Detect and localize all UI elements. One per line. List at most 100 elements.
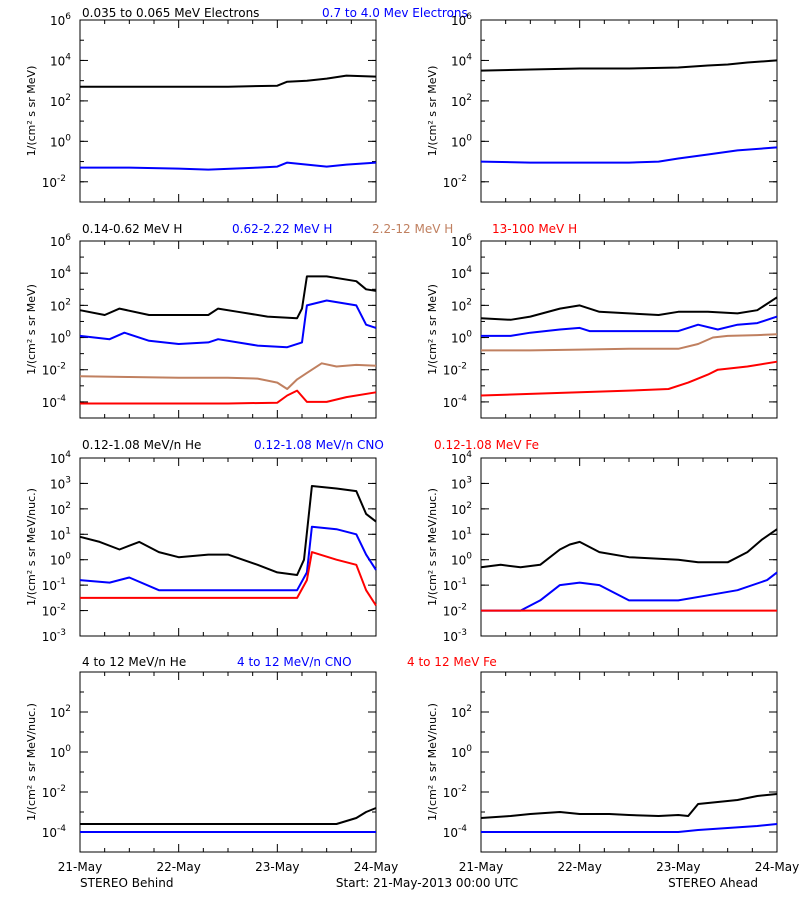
y-tick-label: 102 xyxy=(451,93,472,109)
legend-0-0: 0.035 to 0.065 MeV Electrons xyxy=(82,6,259,20)
x-tick-label: 22-May xyxy=(156,860,200,874)
footer-right: STEREO Ahead xyxy=(668,876,758,890)
y-tick-label: 10-2 xyxy=(443,603,467,619)
y-tick-label: 104 xyxy=(50,52,71,68)
y-tick-label: 104 xyxy=(451,265,472,281)
y-tick-label: 100 xyxy=(50,330,71,346)
panel-0-1: 1/(cm² s sr MeV) 10-2 100 102 104 106 xyxy=(426,12,778,203)
legend-1-2: 2.2-12 MeV H xyxy=(372,222,453,236)
y-tick-label: 100 xyxy=(50,133,71,149)
panel-0-0: 1/(cm² s sr MeV) 10-2 100 102 104 106 xyxy=(25,12,377,203)
y-axis-label: 1/(cm² s sr MeV) xyxy=(426,66,439,157)
legend-3-1: 4 to 12 MeV/n CNO xyxy=(237,655,352,669)
series-line-2 xyxy=(80,551,377,607)
series-line-0 xyxy=(80,74,377,88)
series-line-0 xyxy=(480,296,778,321)
y-tick-label: 10-4 xyxy=(42,394,67,410)
y-tick-label: 10-2 xyxy=(42,603,66,619)
series-line-3 xyxy=(80,389,377,405)
series-line-1 xyxy=(481,571,778,612)
y-tick-label: 100 xyxy=(451,133,472,149)
x-tick-label: 23-May xyxy=(255,860,299,874)
panel-frame xyxy=(480,671,778,853)
series-line-2 xyxy=(79,362,377,390)
panel-3-1: 1/(cm² s sr MeV/nuc.) 10-4 10-2 100 102 21-Ma… xyxy=(426,671,799,874)
legend-3-2: 4 to 12 MeV Fe xyxy=(407,655,497,669)
series-line-0 xyxy=(480,528,778,569)
series-line-0 xyxy=(79,485,377,576)
y-axis-label: 1/(cm² s sr MeV) xyxy=(25,66,38,157)
y-tick-label: 104 xyxy=(50,450,71,466)
legend-2-0: 0.12-1.08 MeV/n He xyxy=(82,438,201,452)
series-line-3 xyxy=(480,360,778,397)
y-axis-label: 1/(cm² s sr MeV/nuc.) xyxy=(426,703,439,821)
y-tick-label: 10-4 xyxy=(443,824,468,840)
y-tick-label: 104 xyxy=(451,450,472,466)
legend-1-0: 0.14-0.62 MeV H xyxy=(82,222,182,236)
x-tick-label: 24-May xyxy=(354,860,398,874)
panel-1-0: 1/(cm² s sr MeV) 10-4 10-2 100 102 104 106 xyxy=(25,233,377,419)
x-tick-label: 24-May xyxy=(755,860,799,874)
legend-1-3: 13-100 MeV H xyxy=(492,222,577,236)
series-line-0 xyxy=(480,793,778,819)
plot-grid: 0.035 to 0.065 MeV Electrons 0.7 to 4.0 M… xyxy=(25,6,799,874)
y-tick-label: 106 xyxy=(50,233,71,249)
y-tick-label: 100 xyxy=(451,744,472,760)
y-tick-label: 102 xyxy=(451,501,472,517)
panel-3-0: 1/(cm² s sr MeV/nuc.) 10-4 10-2 100 102 21-Ma… xyxy=(25,671,398,874)
x-tick-label: 22-May xyxy=(557,860,601,874)
y-axis-label: 1/(cm² s sr MeV) xyxy=(426,284,439,375)
legend-1-1: 0.62-2.22 MeV H xyxy=(232,222,332,236)
y-tick-label: 104 xyxy=(50,265,71,281)
y-tick-label: 100 xyxy=(50,552,71,568)
x-tick-label: 21-May xyxy=(459,860,503,874)
series-line-0 xyxy=(80,807,377,825)
y-tick-label: 10-2 xyxy=(443,174,467,190)
y-tick-label: 100 xyxy=(50,744,71,760)
y-tick-label: 10-2 xyxy=(443,362,467,378)
y-tick-label: 10-1 xyxy=(42,577,66,593)
y-tick-label: 101 xyxy=(50,526,71,542)
series-line-2 xyxy=(481,333,778,352)
footer-center: Start: 21-May-2013 00:00 UTC xyxy=(336,876,518,890)
y-tick-label: 102 xyxy=(451,704,472,720)
y-tick-label: 103 xyxy=(451,475,472,491)
panel-frame xyxy=(480,457,778,637)
y-axis-label: 1/(cm² s sr MeV/nuc.) xyxy=(25,703,38,821)
series-line-1 xyxy=(79,525,377,592)
series-line-1 xyxy=(481,823,778,833)
y-tick-label: 106 xyxy=(451,233,472,249)
legend-2-1: 0.12-1.08 MeV/n CNO xyxy=(254,438,384,452)
y-tick-label: 100 xyxy=(451,330,472,346)
y-tick-label: 106 xyxy=(50,12,71,28)
panel-frame xyxy=(79,19,377,203)
y-tick-label: 10-2 xyxy=(42,174,66,190)
panel-frame xyxy=(480,19,778,203)
y-tick-label: 102 xyxy=(451,297,472,313)
series-line-0 xyxy=(480,59,778,72)
y-tick-label: 102 xyxy=(50,297,71,313)
y-tick-label: 10-4 xyxy=(42,824,67,840)
y-tick-label: 100 xyxy=(451,552,472,568)
panel-frame xyxy=(79,240,377,419)
panel-2-1: 1/(cm² s sr MeV/nuc.) 10-3 10-2 10-1 100 101 1… xyxy=(426,450,778,644)
y-tick-label: 10-3 xyxy=(443,628,467,644)
x-tick-label: 21-May xyxy=(58,860,102,874)
y-tick-label: 102 xyxy=(50,501,71,517)
series-line-1 xyxy=(79,299,377,349)
series-line-1 xyxy=(480,146,778,164)
series-line-1 xyxy=(481,315,778,337)
x-tick-label: 23-May xyxy=(656,860,700,874)
legend-0-1: 0.7 to 4.0 Mev Electrons xyxy=(322,6,468,20)
y-tick-label: 10-2 xyxy=(443,784,467,800)
y-axis-label: 1/(cm² s sr MeV/nuc.) xyxy=(426,488,439,606)
y-tick-label: 10-4 xyxy=(443,394,468,410)
chart-footer: STEREO Behind Start: 21-May-2013 00:00 U… xyxy=(80,876,758,890)
legend-3-0: 4 to 12 MeV/n He xyxy=(82,655,186,669)
y-tick-label: 106 xyxy=(451,12,472,28)
y-tick-label: 103 xyxy=(50,475,71,491)
y-tick-label: 102 xyxy=(50,704,71,720)
panel-1-1: 1/(cm² s sr MeV) 10-4 10-2 100 102 104 106 xyxy=(426,233,778,419)
y-tick-label: 104 xyxy=(451,52,472,68)
